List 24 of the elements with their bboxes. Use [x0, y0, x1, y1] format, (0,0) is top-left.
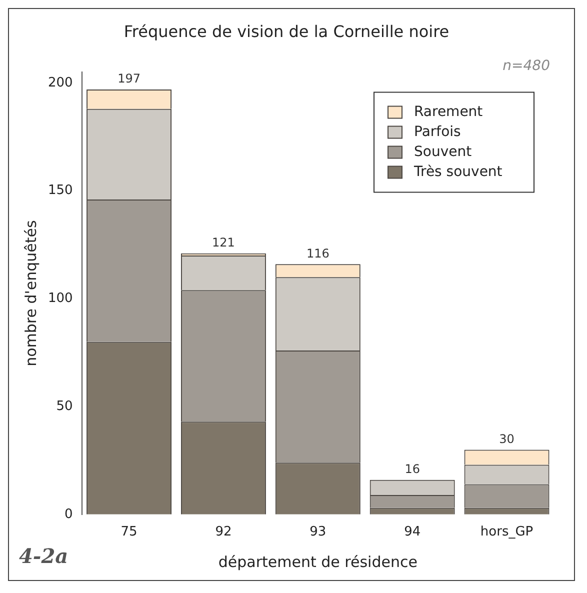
total-label: 197	[118, 72, 140, 86]
legend-label: Parfois	[414, 124, 461, 140]
total-label: 16	[404, 462, 420, 476]
x-tick-label: 92	[215, 524, 232, 540]
total-label: 30	[499, 432, 514, 446]
x-tick-label: 94	[404, 524, 421, 540]
legend-label: Rarement	[414, 104, 484, 120]
annotation: n=480	[502, 58, 550, 74]
legend-label: Souvent	[414, 144, 472, 160]
y-tick-label: 50	[56, 398, 73, 414]
chart-title: Fréquence de vision de la Corneille noire	[124, 22, 450, 41]
y-tick-label: 200	[48, 75, 73, 90]
y-axis-title: nombre d'enquêtés	[22, 220, 40, 366]
x-axis-title: département de résidence	[218, 552, 418, 571]
y-tick-label: 100	[48, 291, 73, 306]
x-tick-label: hors_GP	[480, 524, 534, 540]
legend-label: Très souvent	[413, 164, 503, 180]
y-tick-label: 0	[64, 506, 73, 522]
x-tick-label: 93	[310, 524, 326, 540]
total-label: 116	[306, 246, 330, 260]
text: 4-2a	[19, 544, 68, 568]
y-tick-label: 150	[48, 183, 73, 198]
total-label: 121	[212, 236, 235, 250]
x-tick-label: 75	[120, 524, 138, 540]
